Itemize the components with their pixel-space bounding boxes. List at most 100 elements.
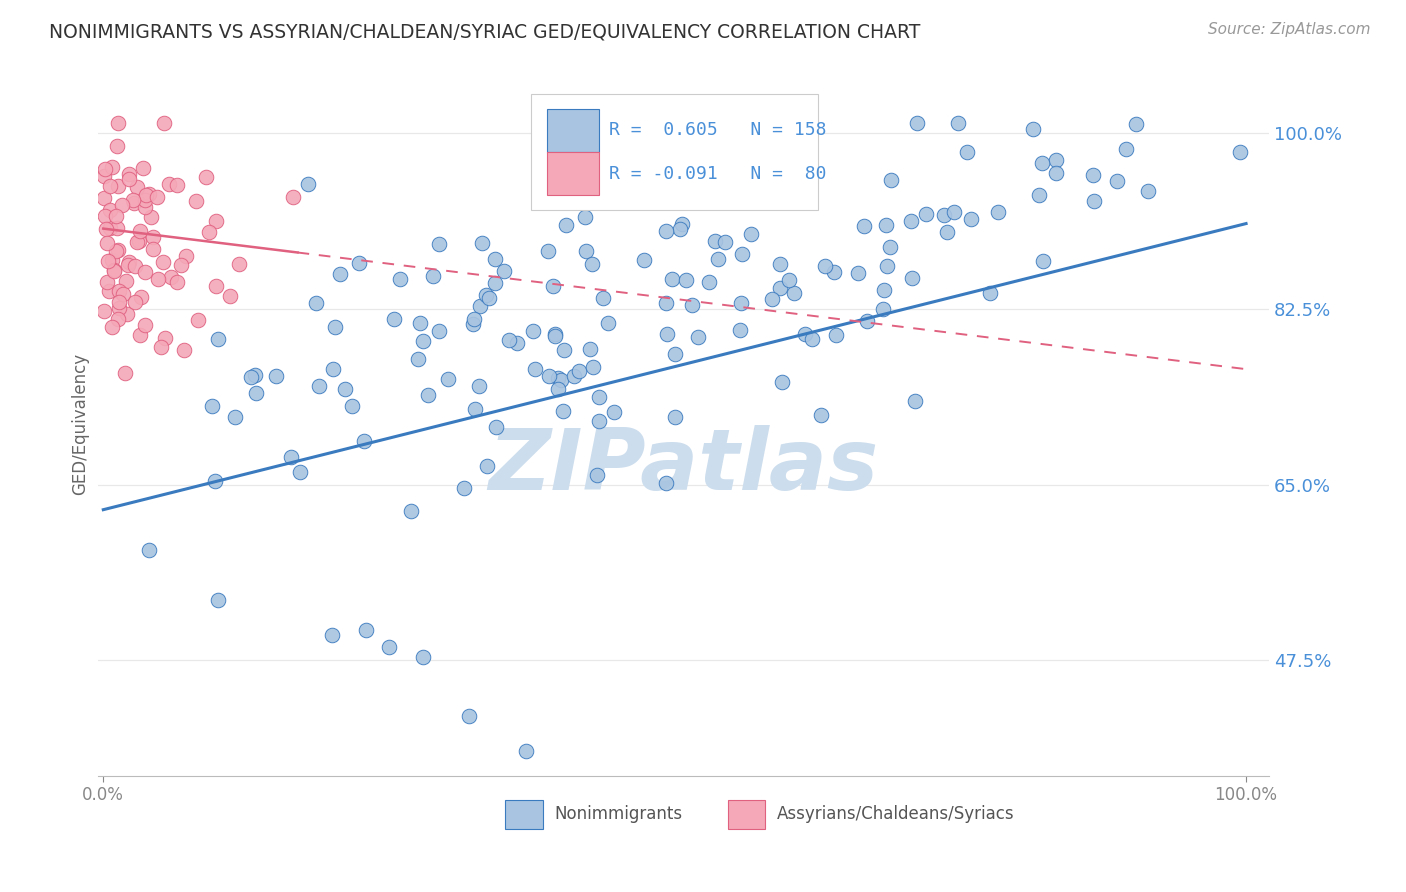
Point	[107, 179, 129, 194]
Point	[152, 255, 174, 269]
Point	[471, 235, 494, 250]
Point	[1137, 184, 1160, 198]
Point	[111, 198, 134, 212]
Point	[474, 288, 496, 302]
Point	[228, 257, 250, 271]
Point	[329, 268, 352, 282]
Text: ZIPatlas: ZIPatlas	[488, 425, 879, 508]
Point	[107, 116, 129, 130]
Point	[875, 219, 897, 233]
Point	[105, 209, 128, 223]
Text: R = -0.091   N =  80: R = -0.091 N = 80	[609, 165, 827, 183]
Point	[412, 334, 434, 348]
Point	[129, 328, 152, 343]
Point	[484, 276, 506, 290]
Point	[166, 178, 188, 192]
Point	[342, 400, 364, 414]
Point	[588, 414, 610, 428]
Point	[240, 369, 263, 384]
Point	[207, 332, 229, 346]
Point	[901, 270, 924, 285]
Point	[903, 394, 925, 409]
Point	[409, 316, 432, 330]
Point	[96, 235, 118, 250]
Point	[437, 372, 460, 386]
Point	[551, 403, 574, 417]
Point	[108, 284, 131, 298]
Point	[478, 291, 501, 305]
Point	[555, 218, 578, 232]
Point	[308, 379, 330, 393]
Point	[873, 283, 896, 297]
Point	[1081, 168, 1104, 182]
Point	[134, 318, 156, 333]
Point	[124, 295, 146, 310]
Point	[814, 259, 837, 273]
Point	[174, 249, 197, 263]
Point	[537, 244, 560, 258]
Point	[107, 243, 129, 257]
Point	[108, 294, 131, 309]
Point	[522, 324, 544, 338]
Point	[463, 312, 485, 326]
Point	[541, 279, 564, 293]
Point	[166, 275, 188, 289]
Point	[131, 161, 153, 176]
Point	[207, 593, 229, 607]
Point	[94, 222, 117, 236]
Point	[547, 382, 569, 396]
Point	[1125, 117, 1147, 131]
Point	[117, 307, 139, 321]
Point	[1105, 174, 1128, 188]
Point	[124, 259, 146, 273]
Point	[550, 373, 572, 387]
Point	[349, 256, 371, 270]
Point	[97, 254, 120, 268]
Point	[900, 213, 922, 227]
Point	[427, 324, 450, 338]
Point	[810, 408, 832, 422]
Point	[204, 474, 226, 488]
Point	[721, 193, 744, 207]
Point	[582, 360, 605, 375]
Point	[731, 246, 754, 260]
Point	[187, 313, 209, 327]
Point	[96, 275, 118, 289]
Point	[655, 476, 678, 491]
Point	[288, 465, 311, 479]
Point	[354, 623, 377, 637]
Point	[422, 269, 444, 284]
Point	[105, 244, 128, 259]
Point	[506, 336, 529, 351]
Point	[793, 327, 815, 342]
Point	[127, 235, 149, 250]
Point	[461, 317, 484, 331]
Point	[204, 214, 226, 228]
Point	[401, 504, 423, 518]
Point	[218, 289, 240, 303]
Point	[770, 376, 793, 390]
Point	[661, 272, 683, 286]
Point	[101, 160, 124, 174]
Point	[1229, 145, 1251, 160]
Text: NONIMMIGRANTS VS ASSYRIAN/CHALDEAN/SYRIAC GED/EQUIVALENCY CORRELATION CHART: NONIMMIGRANTS VS ASSYRIAN/CHALDEAN/SYRIA…	[49, 22, 921, 41]
Point	[846, 266, 869, 280]
Point	[184, 194, 207, 208]
Point	[655, 223, 678, 237]
FancyBboxPatch shape	[505, 799, 543, 830]
Point	[1028, 187, 1050, 202]
Point	[592, 291, 614, 305]
Point	[105, 220, 128, 235]
Point	[125, 180, 148, 194]
Point	[98, 285, 121, 299]
Point	[157, 177, 180, 191]
Point	[280, 450, 302, 464]
Point	[531, 130, 554, 145]
Point	[94, 209, 117, 223]
Point	[783, 127, 806, 141]
Point	[485, 420, 508, 434]
Point	[100, 319, 122, 334]
Point	[876, 259, 898, 273]
Point	[1045, 153, 1067, 167]
Point	[98, 220, 121, 235]
